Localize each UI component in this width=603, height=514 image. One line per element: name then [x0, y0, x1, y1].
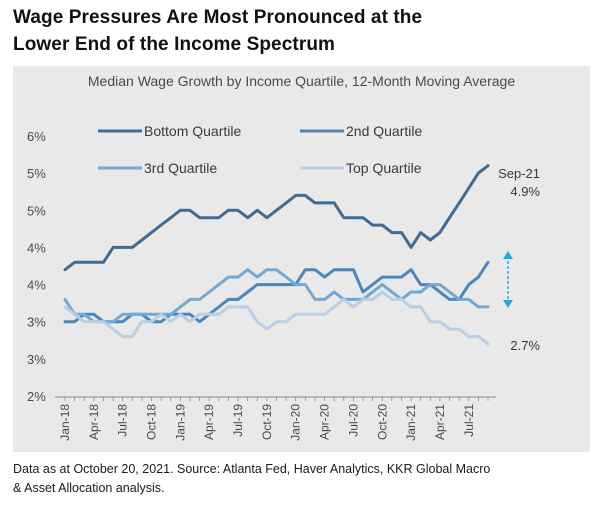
- x-tick-label: Jul-18: [116, 404, 130, 437]
- x-tick-label: Apr-20: [318, 404, 332, 440]
- x-tick-label: Jan-21: [404, 404, 418, 441]
- series-line-4: [63, 290, 490, 346]
- y-tick-label: 2%: [27, 389, 46, 404]
- legend-label: 2nd Quartile: [346, 123, 422, 139]
- x-tick-label: Apr-18: [87, 404, 101, 440]
- chart-title-line-1: Wage Pressures Are Most Pronounced at th…: [13, 7, 423, 28]
- legend-label: Top Quartile: [346, 160, 422, 176]
- chart-panel: Median Wage Growth by Income Quartile, 1…: [13, 66, 590, 452]
- line-chart: 2% 3% 3% 4% 4% 5% 5% 6% Jan-18 Apr-18 Jul-18 Oct-18…: [27, 123, 540, 441]
- series-line-3: [63, 268, 490, 324]
- y-tick-label: 6%: [27, 129, 46, 144]
- y-tick-label: 3%: [27, 315, 46, 330]
- legend-label: Bottom Quartile: [144, 123, 241, 139]
- x-tick-label: Oct-18: [145, 404, 159, 440]
- x-tick-label: Oct-20: [375, 404, 389, 440]
- y-tick-label: 4%: [27, 278, 46, 293]
- y-tick-label: 4%: [27, 240, 46, 255]
- legend-label: 3rd Quartile: [144, 160, 217, 176]
- footnote: Data as at October 20, 2021. Source: Atl…: [13, 460, 593, 498]
- x-tick-label: Jul-19: [231, 404, 245, 437]
- footnote-line-1: Data as at October 20, 2021. Source: Atl…: [13, 462, 491, 476]
- x-tick-label: Jan-18: [58, 404, 72, 441]
- x-tick-label: Apr-21: [433, 404, 447, 440]
- footnote-line-2: & Asset Allocation analysis.: [13, 481, 165, 495]
- y-tick-label: 5%: [27, 166, 46, 181]
- spread-arrow-head-up: [503, 251, 513, 259]
- y-tick-label: 5%: [27, 203, 46, 218]
- x-tick-label: Jan-20: [289, 404, 303, 441]
- x-tick-label: Jul-21: [462, 404, 476, 437]
- x-tick-label: Jan-19: [173, 404, 187, 441]
- chart-title: Wage Pressures Are Most Pronounced at th…: [13, 4, 593, 58]
- chart-title-line-2: Lower End of the Income Spectrum: [13, 34, 336, 55]
- spread-arrow-head-down: [503, 300, 513, 308]
- y-tick-label: 3%: [27, 352, 46, 367]
- x-tick-label: Oct-19: [260, 404, 274, 440]
- top-end-value-label: 2.7%: [510, 338, 540, 353]
- x-tick-label: Jul-20: [346, 404, 360, 437]
- bottom-end-value-label: 4.9%: [510, 184, 540, 199]
- chart-subtitle: Median Wage Growth by Income Quartile, 1…: [87, 73, 516, 89]
- series-line-1: [63, 164, 490, 272]
- end-date-label: Sep-21: [498, 166, 540, 181]
- x-tick-label: Apr-19: [202, 404, 216, 440]
